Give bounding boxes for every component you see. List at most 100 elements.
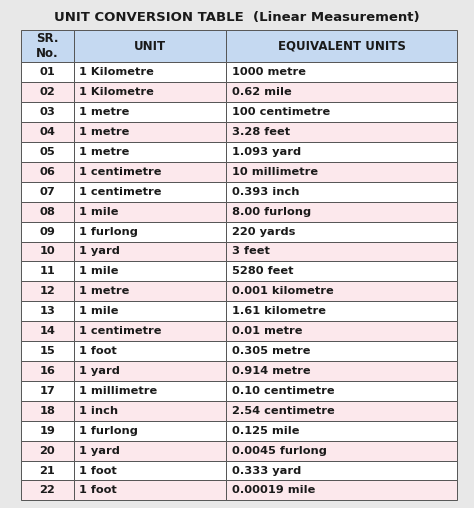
Text: 1 foot: 1 foot [79, 465, 117, 475]
Bar [73, 82, 226, 102]
Text: 19: 19 [39, 426, 55, 436]
Text: 10: 10 [40, 246, 55, 257]
Text: 1 mile: 1 mile [79, 207, 118, 217]
Bar [21, 182, 73, 202]
Bar [226, 321, 457, 341]
Bar [73, 321, 226, 341]
Bar [73, 262, 226, 281]
Bar [226, 301, 457, 321]
Text: 1 metre: 1 metre [79, 127, 129, 137]
Bar [21, 301, 73, 321]
Bar [73, 341, 226, 361]
Text: 1 yard: 1 yard [79, 246, 120, 257]
Bar [73, 481, 226, 500]
Bar [73, 30, 226, 62]
Bar [21, 162, 73, 182]
Text: 20: 20 [40, 446, 55, 456]
Bar [226, 142, 457, 162]
Bar [226, 82, 457, 102]
Bar [21, 321, 73, 341]
Bar [21, 361, 73, 381]
Bar [73, 142, 226, 162]
Bar [226, 421, 457, 440]
Bar [226, 162, 457, 182]
Bar [226, 102, 457, 122]
Bar [21, 62, 73, 82]
Bar [21, 142, 73, 162]
Bar [226, 202, 457, 221]
Bar [21, 381, 73, 401]
Bar [226, 30, 457, 62]
Text: 1 metre: 1 metre [79, 287, 129, 296]
Text: 1 Kilometre: 1 Kilometre [79, 87, 154, 97]
Text: 1 centimetre: 1 centimetre [79, 326, 161, 336]
Text: 8.00 furlong: 8.00 furlong [231, 207, 310, 217]
Text: 03: 03 [39, 107, 55, 117]
Text: 0.125 mile: 0.125 mile [231, 426, 299, 436]
Bar [21, 461, 73, 481]
Bar [21, 401, 73, 421]
Text: 07: 07 [40, 187, 55, 197]
Text: 0.10 centimetre: 0.10 centimetre [231, 386, 334, 396]
Text: 15: 15 [40, 346, 55, 356]
Text: 1 yard: 1 yard [79, 446, 120, 456]
Bar [21, 281, 73, 301]
Bar [73, 461, 226, 481]
Text: 1 mile: 1 mile [79, 306, 118, 316]
Text: 5280 feet: 5280 feet [231, 266, 293, 276]
Bar [226, 122, 457, 142]
Text: 1 furlong: 1 furlong [79, 426, 138, 436]
Bar [226, 341, 457, 361]
Text: 1 Kilometre: 1 Kilometre [79, 67, 154, 77]
Bar [226, 62, 457, 82]
Text: 22: 22 [40, 486, 55, 495]
Text: 12: 12 [40, 287, 55, 296]
Bar [21, 241, 73, 262]
Bar [226, 381, 457, 401]
Bar [73, 301, 226, 321]
Bar [73, 62, 226, 82]
Bar [21, 481, 73, 500]
Bar [73, 381, 226, 401]
Bar [73, 102, 226, 122]
Bar [21, 421, 73, 440]
Bar [21, 102, 73, 122]
Text: 13: 13 [39, 306, 55, 316]
Bar [226, 440, 457, 461]
Text: 0.62 mile: 0.62 mile [231, 87, 291, 97]
Text: EQUIVALENT UNITS: EQUIVALENT UNITS [278, 40, 406, 53]
Text: 0.01 metre: 0.01 metre [231, 326, 302, 336]
Text: 3 feet: 3 feet [231, 246, 269, 257]
Bar [21, 82, 73, 102]
Text: 14: 14 [39, 326, 55, 336]
Bar [21, 221, 73, 241]
Bar [21, 262, 73, 281]
Bar [226, 281, 457, 301]
Text: 09: 09 [39, 227, 55, 237]
Bar [73, 401, 226, 421]
Text: 1 centimetre: 1 centimetre [79, 167, 161, 177]
Text: 1 foot: 1 foot [79, 486, 117, 495]
Bar [226, 182, 457, 202]
Text: SR.
No.: SR. No. [36, 33, 59, 60]
Text: 3.28 feet: 3.28 feet [231, 127, 290, 137]
Text: 1 furlong: 1 furlong [79, 227, 138, 237]
Bar [73, 162, 226, 182]
Text: 1 mile: 1 mile [79, 266, 118, 276]
Text: 1 yard: 1 yard [79, 366, 120, 376]
Bar [21, 30, 73, 62]
Bar [21, 440, 73, 461]
Text: 01: 01 [40, 67, 55, 77]
Bar [226, 481, 457, 500]
Bar [226, 262, 457, 281]
Text: 18: 18 [39, 406, 55, 416]
Bar [226, 221, 457, 241]
Text: 10 millimetre: 10 millimetre [231, 167, 318, 177]
Text: 0.393 inch: 0.393 inch [231, 187, 299, 197]
Text: 1 millimetre: 1 millimetre [79, 386, 157, 396]
Bar [73, 440, 226, 461]
Text: 0.305 metre: 0.305 metre [231, 346, 310, 356]
Text: 1.093 yard: 1.093 yard [231, 147, 301, 157]
Text: 100 centimetre: 100 centimetre [231, 107, 330, 117]
Text: 0.00019 mile: 0.00019 mile [231, 486, 315, 495]
